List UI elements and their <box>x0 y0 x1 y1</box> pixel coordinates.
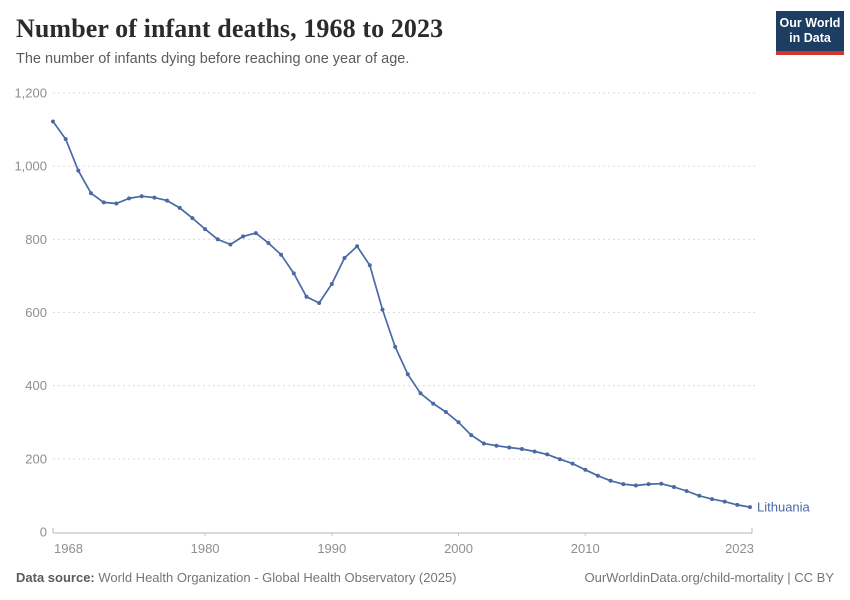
data-point[interactable] <box>570 461 575 466</box>
x-tick-label: 1980 <box>191 541 220 556</box>
data-point[interactable] <box>101 200 106 205</box>
chart-footer: Data source: World Health Organization -… <box>16 570 834 585</box>
data-line[interactable] <box>52 120 751 508</box>
data-point[interactable] <box>317 301 322 305</box>
x-tick-label: 1968 <box>54 541 83 556</box>
data-point[interactable] <box>710 497 714 502</box>
data-point[interactable] <box>519 447 524 451</box>
y-tick-label: 1,000 <box>14 159 47 174</box>
data-point[interactable] <box>329 282 334 286</box>
x-tick-label: 2000 <box>444 541 473 556</box>
data-point[interactable] <box>342 256 347 260</box>
data-point[interactable] <box>89 191 93 196</box>
data-point[interactable] <box>697 493 702 498</box>
y-tick-label: 400 <box>25 378 47 393</box>
data-point[interactable] <box>672 485 676 489</box>
data-point[interactable] <box>735 502 740 507</box>
data-point[interactable] <box>165 198 170 203</box>
data-source: Data source: World Health Organization -… <box>16 570 457 585</box>
data-point[interactable] <box>253 231 258 236</box>
data-point[interactable] <box>266 241 271 245</box>
y-tick-label: 600 <box>25 305 47 320</box>
data-point[interactable] <box>304 294 309 299</box>
data-point[interactable] <box>114 201 119 206</box>
data-point[interactable] <box>355 244 360 249</box>
credit-link[interactable]: OurWorldinData.org/child-mortality | CC … <box>584 570 835 585</box>
data-point[interactable] <box>76 168 81 173</box>
data-point[interactable] <box>583 467 588 472</box>
data-point[interactable] <box>595 473 600 478</box>
y-tick-label: 1,200 <box>14 86 47 101</box>
data-point[interactable] <box>63 137 68 142</box>
y-tick-label: 0 <box>40 525 47 540</box>
data-point[interactable] <box>748 505 752 510</box>
y-tick-label: 200 <box>25 451 47 466</box>
data-source-label: Data source: <box>16 570 95 585</box>
owid-logo[interactable]: Our World in Data <box>776 11 844 55</box>
data-point[interactable] <box>203 227 208 232</box>
data-point[interactable] <box>51 119 55 124</box>
data-point[interactable] <box>393 344 398 349</box>
data-point[interactable] <box>241 234 246 239</box>
data-point[interactable] <box>608 478 613 483</box>
data-point[interactable] <box>545 452 550 457</box>
data-point[interactable] <box>279 252 284 257</box>
owid-logo-line2: in Data <box>789 31 831 45</box>
data-point[interactable] <box>532 449 537 454</box>
data-point[interactable] <box>659 481 664 486</box>
data-point[interactable] <box>431 401 436 406</box>
data-point[interactable] <box>127 196 131 201</box>
data-point[interactable] <box>152 195 157 200</box>
x-tick-label: 1990 <box>317 541 346 556</box>
x-tick-label: 2023 <box>725 541 754 556</box>
x-tick-label: 2010 <box>571 541 600 556</box>
y-tick-label: 800 <box>25 232 47 247</box>
data-point[interactable] <box>481 441 486 446</box>
data-point[interactable] <box>443 410 448 414</box>
data-point[interactable] <box>469 433 474 438</box>
data-point[interactable] <box>177 205 182 210</box>
data-point[interactable] <box>380 307 385 312</box>
data-point[interactable] <box>557 457 562 462</box>
data-point[interactable] <box>456 420 461 425</box>
data-point[interactable] <box>684 489 689 493</box>
data-point[interactable] <box>507 445 512 450</box>
data-point[interactable] <box>228 242 233 247</box>
chart-subtitle: The number of infants dying before reach… <box>16 51 410 67</box>
data-point[interactable] <box>190 216 195 221</box>
data-point[interactable] <box>291 271 296 276</box>
data-point[interactable] <box>418 391 423 396</box>
data-point[interactable] <box>633 483 638 488</box>
data-point[interactable] <box>646 482 651 487</box>
data-point[interactable] <box>215 237 220 242</box>
data-source-text: World Health Organization - Global Healt… <box>94 570 457 585</box>
data-point[interactable] <box>367 263 372 268</box>
owid-logo-line1: Our World <box>779 16 841 30</box>
entity-label[interactable]: Lithuania <box>757 500 811 515</box>
data-point[interactable] <box>139 194 144 199</box>
chart-title: Number of infant deaths, 1968 to 2023 <box>16 14 444 43</box>
data-point[interactable] <box>621 482 626 487</box>
data-point[interactable] <box>722 499 727 504</box>
data-point[interactable] <box>494 443 499 448</box>
data-point[interactable] <box>405 372 410 377</box>
